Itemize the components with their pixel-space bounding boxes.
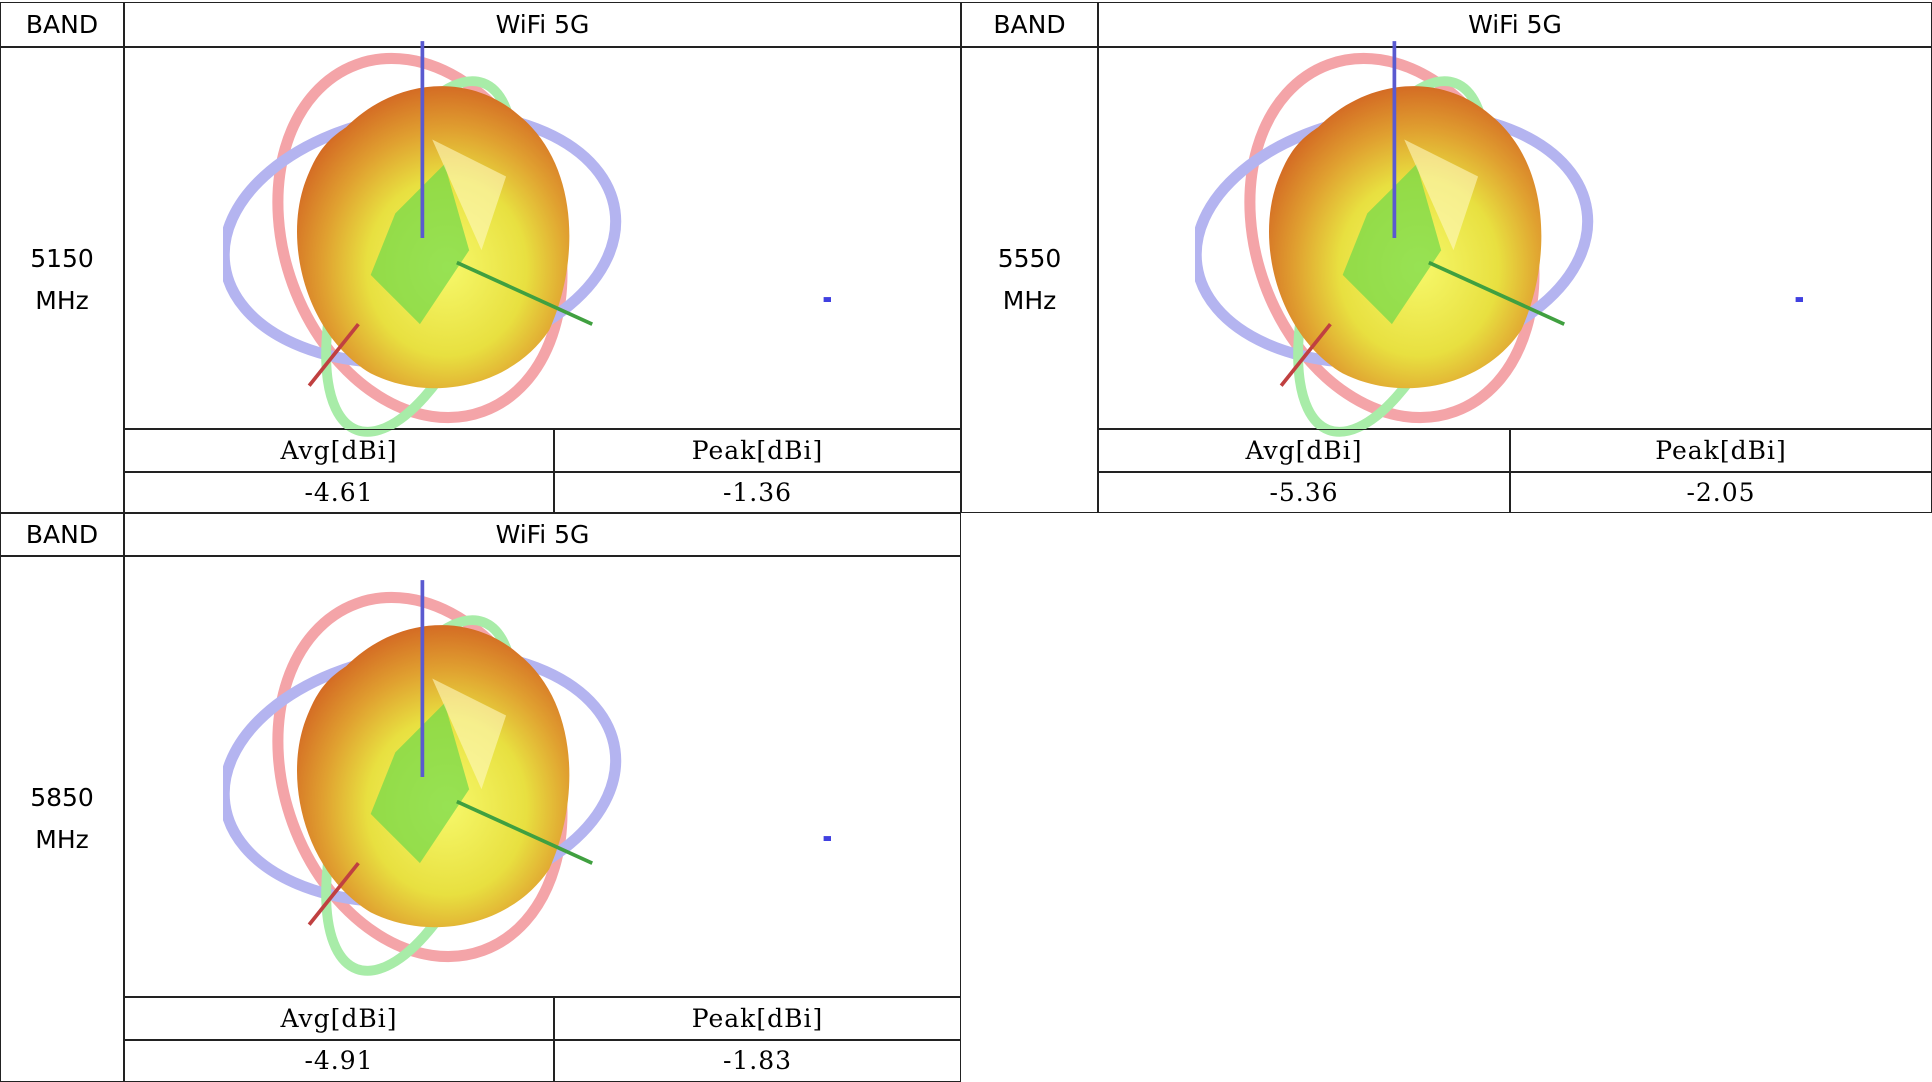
- band-label: BAND: [26, 514, 98, 556]
- avg-value: -4.91: [304, 1040, 373, 1082]
- pattern-image: [1195, 28, 1803, 448]
- avg-value-cell: -4.61: [124, 472, 554, 513]
- peak-value: -1.36: [723, 472, 792, 514]
- avg-value-cell: -4.91: [124, 1040, 554, 1082]
- avg-value-cell: -5.36: [1098, 472, 1510, 513]
- peak-label: Peak[dBi]: [692, 430, 823, 472]
- avg-value: -5.36: [1269, 472, 1338, 514]
- band-title: WiFi 5G: [496, 514, 590, 556]
- peak-value-cell: -2.05: [1510, 472, 1932, 513]
- frequency-unit: MHz: [35, 280, 89, 322]
- peak-value: -2.05: [1686, 472, 1755, 514]
- frequency-unit: MHz: [35, 819, 89, 861]
- radiation-pattern: [1195, 28, 1835, 448]
- avg-label: Avg[dBi]: [280, 430, 397, 472]
- band-label: BAND: [26, 4, 98, 46]
- radiation-pattern: [223, 28, 863, 448]
- peak-value: -1.83: [723, 1040, 792, 1082]
- pattern-image: [223, 567, 831, 987]
- band-label-cell: BAND: [961, 2, 1098, 47]
- pattern-cell: [1098, 47, 1932, 429]
- peak-label: Peak[dBi]: [692, 998, 823, 1040]
- avg-label-cell: Avg[dBi]: [124, 997, 554, 1040]
- peak-label-cell: Peak[dBi]: [554, 429, 961, 472]
- frequency: 5550: [998, 238, 1062, 280]
- pattern-image: [223, 28, 831, 448]
- pattern-cell: [124, 556, 961, 997]
- band-label-cell: BAND: [0, 2, 124, 47]
- avg-value: -4.61: [304, 472, 373, 514]
- pattern-cell: [124, 47, 961, 429]
- avg-label-cell: Avg[dBi]: [124, 429, 554, 472]
- peak-value-cell: -1.83: [554, 1040, 961, 1082]
- title-cell: WiFi 5G: [124, 513, 961, 556]
- radiation-pattern: [223, 567, 863, 987]
- peak-value-cell: -1.36: [554, 472, 961, 513]
- page: BANDWiFi 5G5150MHzAvg[dBi]Peak[dBi]-4.61…: [0, 0, 1932, 1082]
- avg-label: Avg[dBi]: [280, 998, 397, 1040]
- frequency: 5850: [30, 777, 94, 819]
- band-label-cell: BAND: [0, 513, 124, 556]
- frequency-unit: MHz: [1003, 280, 1057, 322]
- peak-label-cell: Peak[dBi]: [1510, 429, 1932, 472]
- avg-label-cell: Avg[dBi]: [1098, 429, 1510, 472]
- band-label: BAND: [993, 4, 1065, 46]
- frequency: 5150: [30, 238, 94, 280]
- peak-label: Peak[dBi]: [1655, 430, 1786, 472]
- avg-label: Avg[dBi]: [1245, 430, 1362, 472]
- peak-label-cell: Peak[dBi]: [554, 997, 961, 1040]
